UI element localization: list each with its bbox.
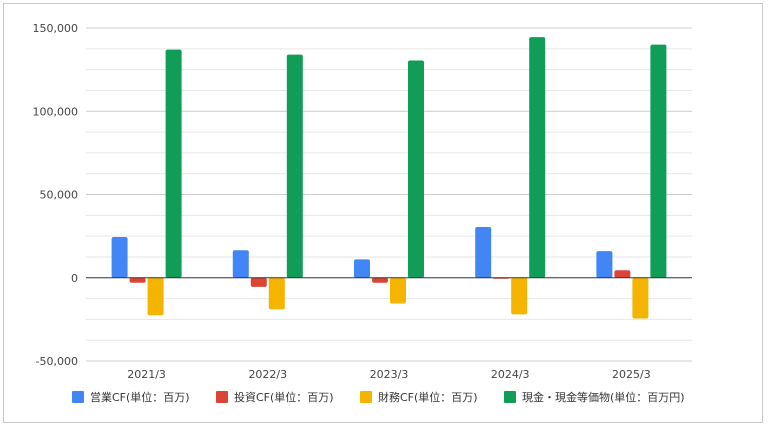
- bar-2-2022-3: [250, 277, 267, 287]
- bar-3-2023-3: [390, 277, 406, 304]
- bar-4-2024-3: [529, 37, 546, 278]
- bar-4-2022-3: [286, 54, 303, 278]
- legend-label-1: 営業CF(単位：百万): [90, 390, 190, 404]
- legend-swatch-4: [504, 391, 516, 403]
- bar-2-2021-3: [129, 277, 146, 283]
- bar-4-2021-3: [165, 49, 182, 278]
- grid-layer: [86, 27, 692, 362]
- legend: 営業CF(単位：百万) 投資CF(単位：百万) 財務CF(単位：百万) 現金・現金等価…: [72, 390, 685, 404]
- x-tick-label: 2024/3: [491, 368, 530, 381]
- y-tick-label: 50,000: [40, 189, 79, 202]
- bar-3-2022-3: [268, 277, 285, 310]
- bar-1-2021-3: [111, 236, 128, 278]
- x-tick-label: 2025/3: [612, 368, 651, 381]
- bar-4-2023-3: [408, 60, 424, 278]
- bar-4-2025-3: [650, 44, 667, 278]
- y-tick-label: -50,000: [36, 355, 78, 368]
- x-tick-label: 2023/3: [370, 368, 409, 381]
- axis-layer: 150,000 100,000 50,000 0 -50,000 2021/3 2022/3…: [33, 22, 692, 381]
- y-tick-label: 150,000: [33, 22, 79, 35]
- legend-label-2: 投資CF(単位：百万): [234, 390, 334, 404]
- bar-1-2024-3: [475, 226, 492, 278]
- legend-label-3: 財務CF(単位：百万): [378, 390, 478, 404]
- bar-3-2024-3: [511, 277, 528, 315]
- legend-swatch-2: [216, 391, 228, 403]
- chart-frame: [3, 3, 763, 423]
- legend-swatch-3: [360, 391, 372, 403]
- x-tick-label: 2022/3: [248, 368, 287, 381]
- y-tick-label: 0: [71, 272, 78, 285]
- bar-2-2023-3: [372, 277, 388, 283]
- bar-3-2021-3: [147, 277, 164, 316]
- bar-3-2025-3: [632, 277, 649, 319]
- y-tick-label: 100,000: [33, 105, 79, 118]
- x-tick-label: 2021/3: [127, 368, 166, 381]
- bars-layer: [111, 37, 667, 319]
- bar-2-2025-3: [614, 270, 631, 278]
- bar-1-2022-3: [232, 250, 249, 278]
- bar-1-2025-3: [596, 251, 613, 278]
- legend-swatch-1: [72, 391, 84, 403]
- bar-1-2023-3: [354, 259, 370, 278]
- legend-label-4: 現金・現金等価物(単位：百万円): [522, 390, 685, 404]
